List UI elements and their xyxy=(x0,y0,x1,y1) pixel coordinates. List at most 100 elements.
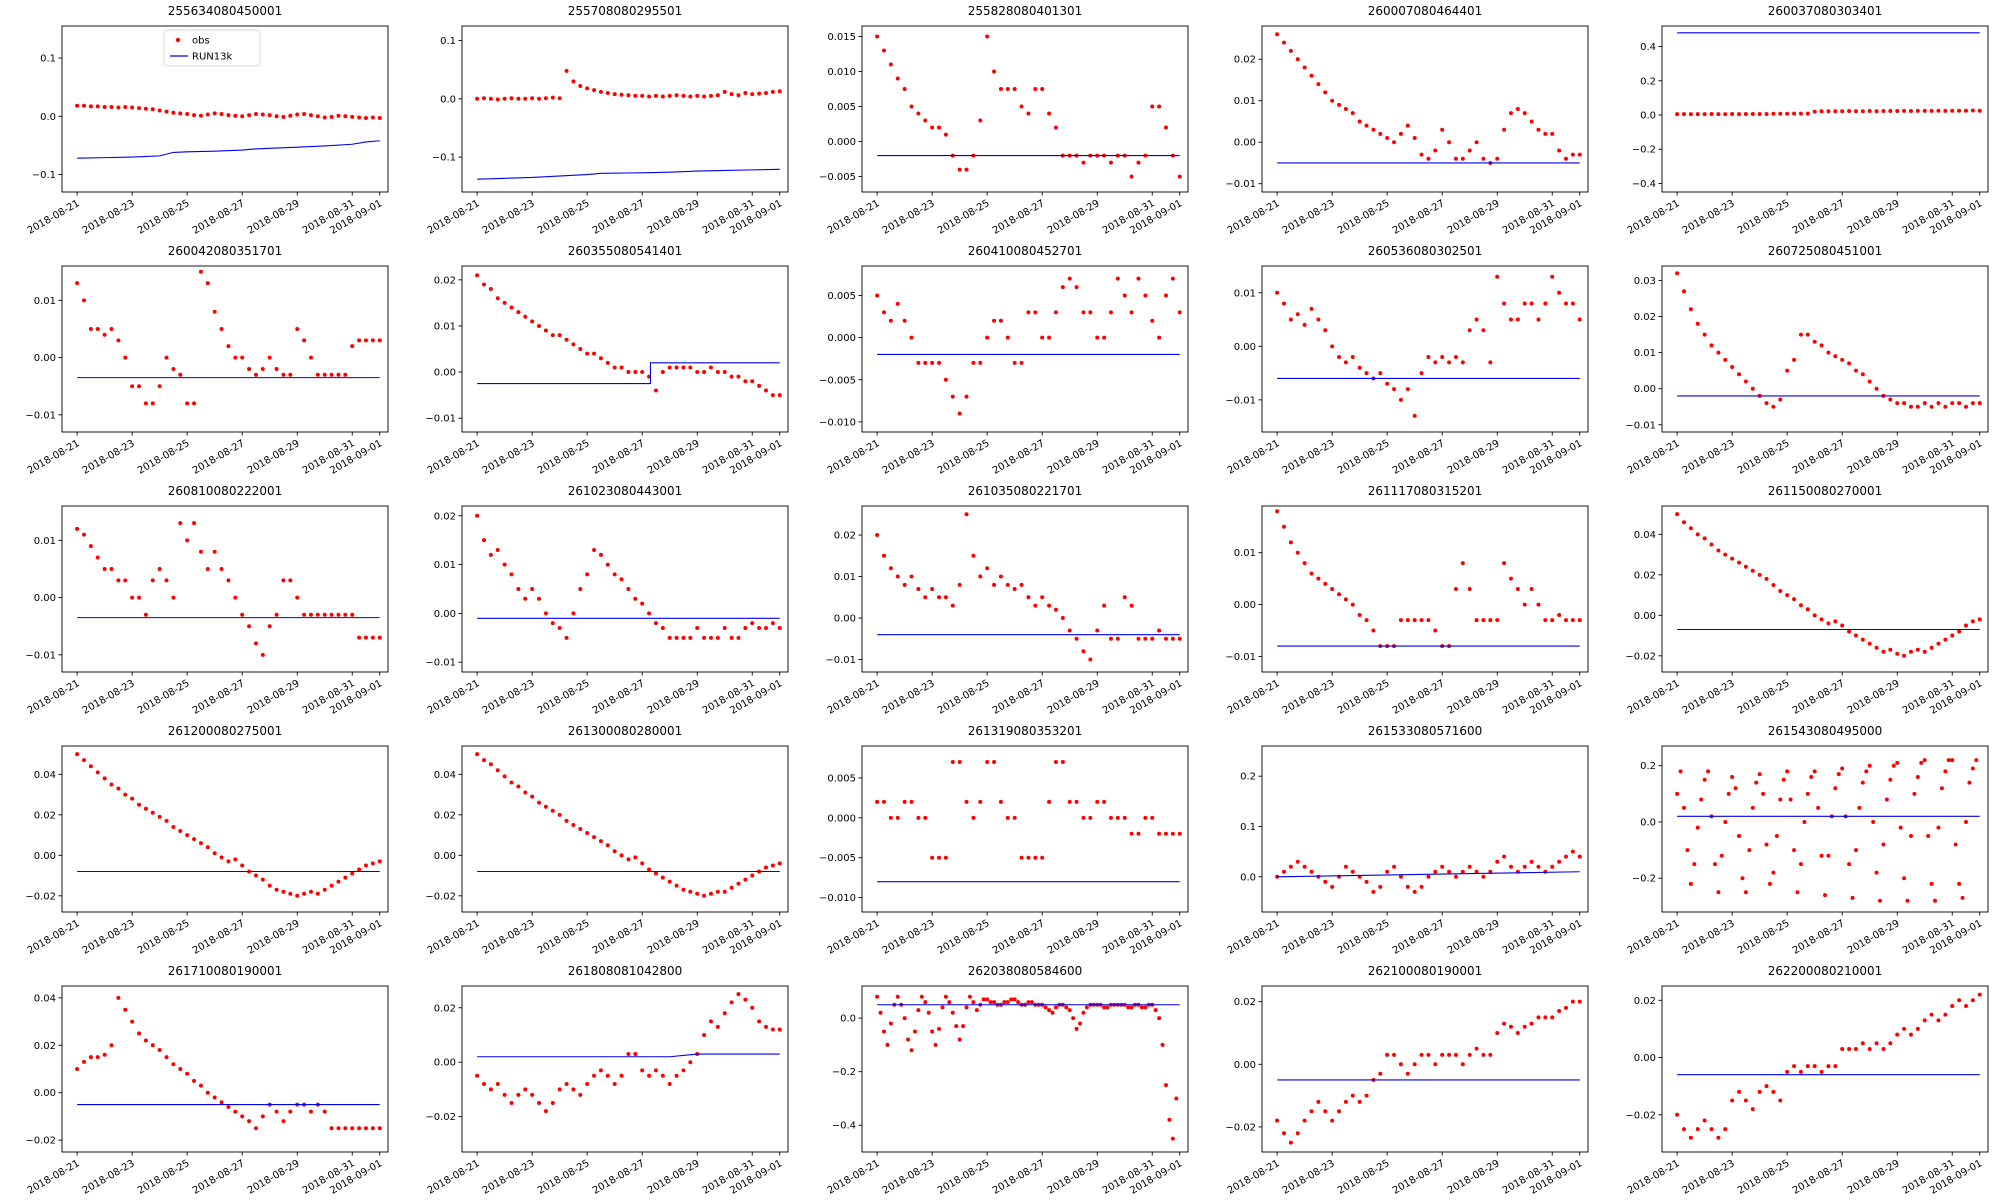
legend-obs-marker xyxy=(175,37,181,43)
obs-point xyxy=(736,93,741,98)
x-tick-label: 2018-08-25 xyxy=(536,198,592,237)
x-tick-label: 2018-08-25 xyxy=(1336,918,1392,957)
obs-point xyxy=(1170,1136,1175,1141)
x-tick-label: 2018-08-29 xyxy=(1446,918,1502,957)
obs-point xyxy=(1933,898,1938,903)
x-tick-label: 2018-08-29 xyxy=(1446,1158,1502,1197)
obs-point xyxy=(1895,401,1900,406)
obs-point xyxy=(1440,864,1445,869)
obs-point xyxy=(253,873,258,878)
obs-point xyxy=(219,111,224,116)
obs-point xyxy=(1902,108,1907,113)
obs-point xyxy=(888,815,893,820)
obs-point xyxy=(1433,869,1438,874)
obs-point xyxy=(598,89,603,94)
obs-point xyxy=(1960,895,1965,900)
obs-point xyxy=(660,94,665,99)
obs-point xyxy=(971,360,976,365)
obs-point xyxy=(516,784,521,789)
obs-point xyxy=(1833,619,1838,624)
obs-point xyxy=(1282,301,1287,306)
obs-point xyxy=(763,865,768,870)
obs-point xyxy=(1316,576,1321,581)
obs-point xyxy=(1447,869,1452,874)
axes-box xyxy=(461,985,789,1153)
obs-point xyxy=(370,115,375,120)
obs-point xyxy=(1108,815,1113,820)
legend-box xyxy=(163,29,261,67)
obs-point xyxy=(274,612,279,617)
y-tick-label: 0.01 xyxy=(434,560,456,571)
obs-point xyxy=(1508,317,1513,322)
obs-point xyxy=(1495,156,1500,161)
obs-point xyxy=(1826,350,1831,355)
obs-point xyxy=(302,891,307,896)
obs-point xyxy=(1412,413,1417,418)
x-tick-label: 2018-08-23 xyxy=(81,438,137,477)
obs-point xyxy=(550,1101,555,1106)
obs-point xyxy=(1970,401,1975,406)
obs-point xyxy=(1167,1117,1172,1122)
obs-point xyxy=(1702,112,1707,117)
axes-box xyxy=(461,265,789,433)
obs-point xyxy=(82,532,87,537)
obs-point xyxy=(350,612,355,617)
subplot-260037080303401: −0.4 −0.2 0.0 0.2 0.4 2018-08-21 2018-08-23 201… xyxy=(1600,0,2000,240)
x-tick-label: 2018-08-29 xyxy=(246,438,302,477)
obs-point xyxy=(322,1109,327,1114)
obs-point xyxy=(1405,1071,1410,1076)
obs-point xyxy=(1709,111,1714,116)
y-tick-label: −0.02 xyxy=(25,1136,56,1147)
obs-point xyxy=(902,1016,907,1021)
obs-point xyxy=(130,105,135,110)
obs-point xyxy=(1750,386,1755,391)
obs-point xyxy=(1323,1109,1328,1114)
obs-point xyxy=(1908,649,1913,654)
obs-point xyxy=(660,626,665,631)
obs-point xyxy=(715,1024,720,1029)
obs-point xyxy=(1474,317,1479,322)
subplot-261150080270001: −0.02 0.00 0.02 0.04 2018-08-21 2018-08-23 201… xyxy=(1600,480,2000,720)
obs-point xyxy=(1005,87,1010,92)
obs-point xyxy=(1033,310,1038,315)
obs-point xyxy=(116,995,121,1000)
obs-point xyxy=(612,1081,617,1086)
obs-point xyxy=(681,1068,686,1073)
y-tick-label: 0.0 xyxy=(840,1014,856,1025)
obs-point xyxy=(1157,628,1162,633)
obs-point xyxy=(1853,1046,1858,1051)
obs-point xyxy=(1108,160,1113,165)
obs-point xyxy=(1798,111,1803,116)
obs-point xyxy=(185,1071,190,1076)
obs-point xyxy=(923,360,928,365)
obs-point xyxy=(688,365,693,370)
subplot-261300080280001: −0.02 0.00 0.02 0.04 2018-08-21 2018-08-23 201… xyxy=(400,720,800,960)
subplot-title: 261023080443001 xyxy=(568,484,683,498)
obs-point xyxy=(1895,760,1900,765)
obs-point xyxy=(1508,1024,1513,1029)
obs-point xyxy=(295,326,300,331)
y-tick-label: −0.01 xyxy=(825,655,856,666)
obs-point xyxy=(674,1073,679,1078)
obs-point xyxy=(1343,864,1348,869)
subplot-260725080451001: −0.01 0.00 0.01 0.02 0.03 2018-08-21 2018-08-2… xyxy=(1600,240,2000,480)
obs-point xyxy=(509,305,514,310)
obs-point xyxy=(1157,1016,1162,1021)
obs-point xyxy=(240,114,245,119)
obs-point xyxy=(1316,82,1321,87)
y-tick-label: −0.005 xyxy=(819,172,856,183)
obs-point xyxy=(482,96,487,101)
obs-point xyxy=(1860,1041,1865,1046)
obs-point xyxy=(722,89,727,94)
obs-point xyxy=(1440,127,1445,132)
obs-point xyxy=(240,1114,245,1119)
obs-point xyxy=(1350,111,1355,116)
obs-point xyxy=(708,635,713,640)
obs-point xyxy=(1447,360,1452,365)
obs-point xyxy=(1847,361,1852,366)
y-tick-label: 0.02 xyxy=(434,810,456,821)
obs-point xyxy=(1688,1135,1693,1140)
obs-point xyxy=(1474,618,1479,623)
